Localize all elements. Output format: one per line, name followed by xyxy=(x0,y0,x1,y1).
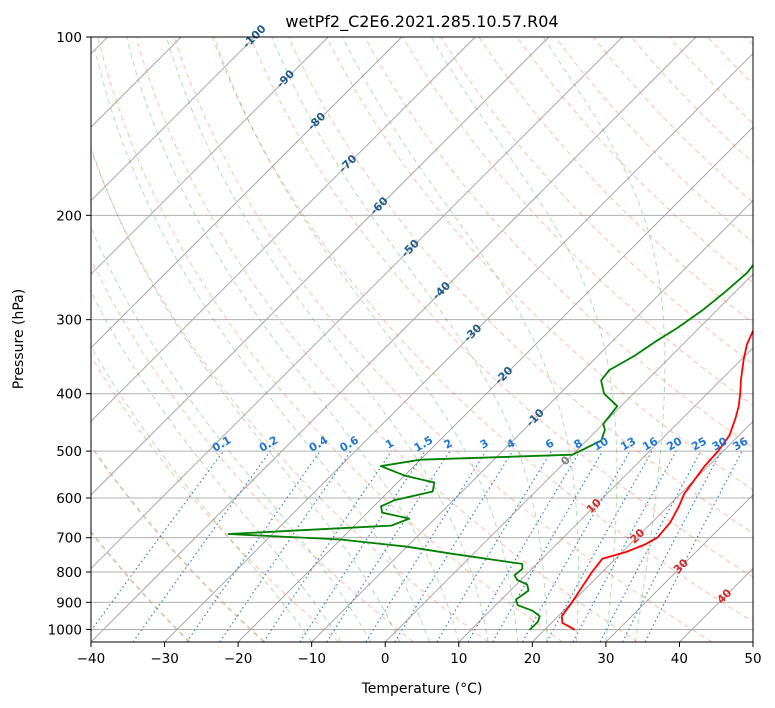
dewpoint-profile-line xyxy=(227,263,753,631)
dry-adiabat-line xyxy=(173,37,713,642)
mixing-ratio-line xyxy=(219,450,352,642)
moist-adiabat-line xyxy=(91,145,401,642)
isotherm-gridline xyxy=(237,126,753,642)
dry-adiabat-line xyxy=(440,37,753,365)
dry-adiabat-line xyxy=(516,37,753,284)
isotherm-gridline xyxy=(91,37,550,496)
dry-adiabat-line xyxy=(91,444,265,642)
isotherm-gridline xyxy=(384,273,753,642)
mixing-ratio-line xyxy=(365,450,487,642)
y-tick-label: 1000 xyxy=(48,622,82,638)
moist-adiabat-line xyxy=(94,49,430,642)
y-tick-label: 400 xyxy=(56,387,82,403)
x-tick-label: 0 xyxy=(381,651,390,667)
dry-adiabat-line xyxy=(287,37,753,534)
x-tick-label: 20 xyxy=(524,651,541,667)
isotherm-gridline xyxy=(605,494,753,642)
isotherm-gridline xyxy=(91,37,256,202)
plot-frame xyxy=(90,36,754,643)
x-tick-label: −20 xyxy=(224,651,253,667)
y-tick-label: 300 xyxy=(56,313,82,329)
mixing-ratio-line xyxy=(394,450,514,642)
mixing-ratio-line xyxy=(326,450,451,642)
y-axis-label: Pressure (hPa) xyxy=(11,289,27,389)
dry-adiabat-line xyxy=(402,37,753,407)
mixing-ratio-line xyxy=(263,450,392,642)
moist-adiabat-line xyxy=(342,37,579,642)
y-tick-label: 500 xyxy=(56,444,82,460)
y-tick-label: 700 xyxy=(56,531,82,547)
moist-adiabat-line xyxy=(91,345,313,642)
dry-adiabat-line xyxy=(135,37,638,642)
dry-adiabat-line xyxy=(97,37,563,642)
temperature-profile-line xyxy=(560,328,753,631)
x-axis-label: Temperature (°C) xyxy=(361,681,483,697)
mixing-ratio-line xyxy=(299,450,426,642)
moist-adiabat-line xyxy=(91,290,342,642)
moist-adiabat-line xyxy=(91,226,371,642)
isotherm-gridline xyxy=(531,420,753,642)
x-tick-label: 10 xyxy=(450,651,467,667)
y-tick-label: 100 xyxy=(56,30,82,46)
dry-adiabat-line xyxy=(249,37,753,578)
isotherm-gridline xyxy=(91,37,329,275)
moist-adiabat-line xyxy=(542,37,666,642)
isotherm-gridline xyxy=(164,52,753,642)
x-tick-label: 30 xyxy=(597,651,614,667)
mixing-ratio-line xyxy=(599,450,702,642)
chart-title: wetPf2_C2E6.2021.285.10.57.R04 xyxy=(285,12,558,32)
x-tick-label: −30 xyxy=(150,651,179,667)
mixing-ratio-line xyxy=(467,450,581,642)
x-tick-label: −10 xyxy=(297,651,326,667)
mixing-ratio-line xyxy=(186,450,321,642)
y-tick-label: 200 xyxy=(56,208,82,224)
x-tick-label: 50 xyxy=(744,651,761,667)
isotherm-gridline xyxy=(91,37,476,423)
isotherm-gridline xyxy=(91,37,623,570)
mixing-ratio-line xyxy=(572,450,677,642)
dry-adiabat-line xyxy=(211,37,753,623)
y-tick-label: 800 xyxy=(56,565,82,581)
y-tick-label: 900 xyxy=(56,595,82,611)
mixing-ratio-line xyxy=(132,450,271,642)
isotherm-gridline xyxy=(91,37,403,349)
isotherm-gridline xyxy=(458,347,753,642)
dry-adiabat-line xyxy=(91,258,414,642)
dry-adiabat-line xyxy=(91,148,489,642)
moist-adiabat-line xyxy=(213,37,519,642)
x-tick-label: −40 xyxy=(77,651,106,667)
y-tick-label: 600 xyxy=(56,491,82,507)
x-tick-label: 40 xyxy=(671,651,688,667)
moist-adiabat-line xyxy=(126,37,460,642)
moist-adiabat-line xyxy=(430,37,618,642)
dry-adiabat-line xyxy=(91,530,191,642)
mixing-ratio-line xyxy=(436,450,552,642)
isotherm-gridline xyxy=(91,37,697,642)
isotherm-gridline xyxy=(311,199,753,642)
